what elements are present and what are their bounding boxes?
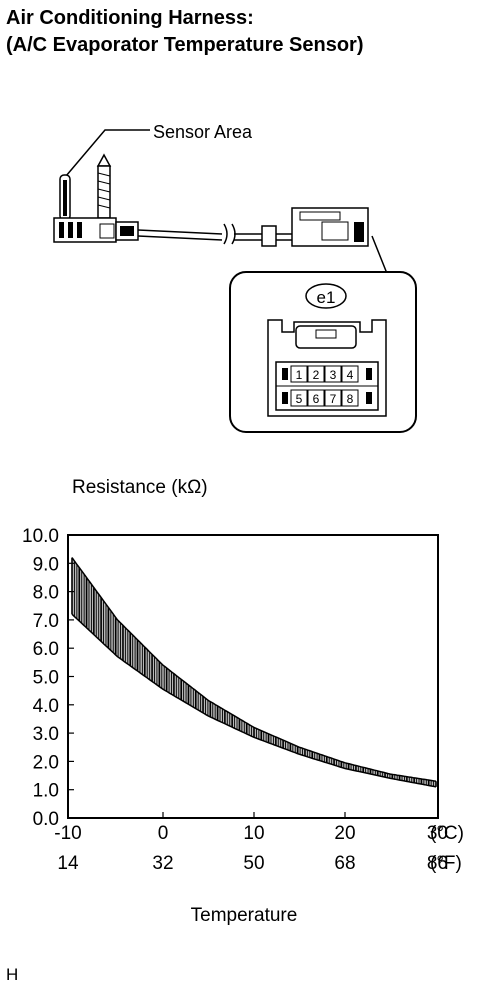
sensor-mount-base: [53, 217, 139, 243]
y-tick-label: 5.0: [33, 668, 59, 689]
threaded-stud: [96, 153, 112, 219]
connector-face-callout: e1: [229, 271, 417, 433]
x-tick-label-c: 0: [158, 823, 169, 844]
y-tick-label: 10.0: [22, 526, 59, 547]
band-fill: [72, 557, 436, 787]
pin-label: 1: [296, 368, 303, 382]
x-tick-label-c: 10: [243, 823, 264, 844]
y-tick-label: 0.0: [33, 809, 59, 830]
x-unit-c: (°C): [430, 823, 464, 844]
callout-leader: [371, 235, 406, 277]
sensor-probe: [59, 174, 71, 221]
harness-connector: [291, 207, 369, 247]
chart-xlabel: Temperature: [191, 905, 298, 926]
x-tick-label-f: 68: [334, 853, 355, 874]
x-tick-label-c: 20: [334, 823, 355, 844]
wire-harness: [137, 223, 292, 247]
pin-label: 7: [330, 392, 337, 406]
y-tick-label: 6.0: [33, 639, 59, 660]
sensor-area-label: Sensor Area: [153, 122, 253, 142]
footnote: H: [6, 965, 18, 984]
y-tick-label: 7.0: [33, 611, 59, 632]
x-tick-label-f: 86: [427, 853, 448, 874]
series-line-lower: [71, 613, 437, 788]
y-tick-label: 3.0: [33, 724, 59, 745]
y-tick-label: 2.0: [33, 752, 59, 773]
connector-id-label: e1: [317, 288, 336, 307]
pin-label: 3: [330, 368, 337, 382]
y-tick-label: 9.0: [33, 554, 59, 575]
x-tick-label-f: 50: [243, 853, 264, 874]
pin-row-bottom: 5 6 7 8: [290, 389, 359, 407]
resistance-band: [71, 557, 437, 788]
y-tick-label: 1.0: [33, 781, 59, 802]
page-title: Air Conditioning Harness:: [6, 7, 254, 29]
x-tick-label-f: 32: [152, 853, 173, 874]
series-line-upper: [71, 557, 437, 782]
pin-label: 6: [313, 392, 320, 406]
x-tick-label-f: 14: [57, 853, 79, 874]
page-subtitle: (A/C Evaporator Temperature Sensor): [6, 34, 364, 56]
y-tick-label: 8.0: [33, 583, 59, 604]
y-axis: 10.0 9.0 8.0 7.0 6.0 5.0 4.0 3.0 2.0 1.0 0.0: [22, 526, 74, 830]
chart-ylabel: Resistance (kΩ): [72, 477, 208, 498]
pin-label: 5: [296, 392, 303, 406]
pin-row-top: 1 2 3 4: [290, 365, 359, 383]
x-unit-f: (°F): [430, 853, 462, 874]
plot-frame: [67, 534, 439, 819]
pin-label: 8: [347, 392, 354, 406]
pin-label: 2: [313, 368, 320, 382]
harness-diagram: Sensor Area: [53, 122, 417, 433]
x-tick-label-c: -10: [54, 823, 81, 844]
pin-label: 4: [347, 368, 354, 382]
x-tick-label-c: 30: [427, 823, 448, 844]
x-axis: -10 14 0 32 10 50 20 68 30 86: [54, 812, 448, 874]
y-tick-label: 4.0: [33, 696, 59, 717]
connector-id-badge: [305, 283, 347, 309]
sensor-leader-line: [65, 129, 150, 177]
